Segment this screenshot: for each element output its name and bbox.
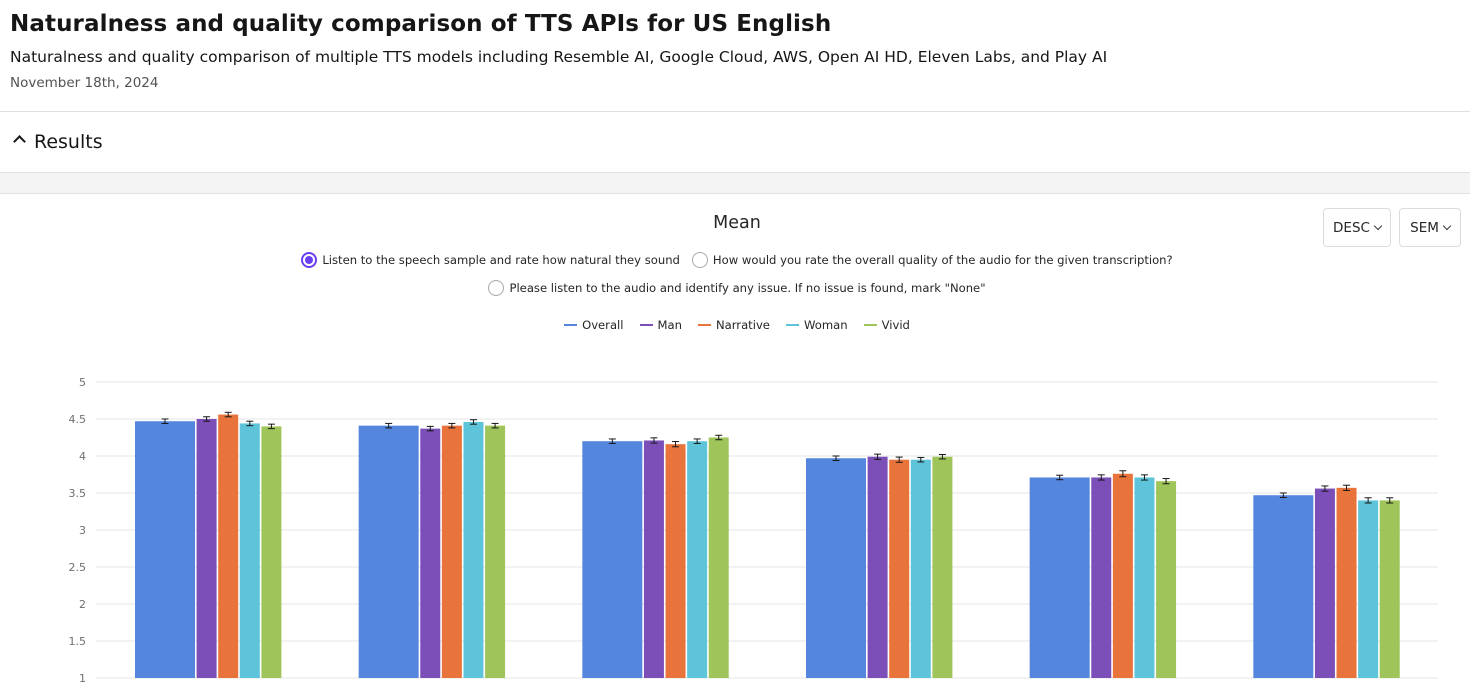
question-label: Please listen to the audio and identify … xyxy=(509,281,986,295)
bar-chart: 1 1.5 2 2.5 3 3.5 4 4.5 5 xyxy=(69,376,1438,685)
legend-swatch xyxy=(697,323,711,327)
legend-label: Vivid xyxy=(881,318,910,332)
sort-order-dropdown[interactable]: DESC xyxy=(1323,208,1391,247)
bar-narrative xyxy=(218,414,239,678)
legend-swatch xyxy=(863,323,877,327)
chart-title: Mean xyxy=(713,213,761,233)
page-title: Naturalness and quality comparison of TT… xyxy=(10,11,832,37)
chevron-down-icon xyxy=(1373,221,1383,231)
y-tick-label: 5 xyxy=(79,376,86,389)
bar-vivid xyxy=(1379,500,1400,678)
legend-label: Overall xyxy=(582,318,624,332)
bar-woman xyxy=(1134,477,1155,678)
legend-label: Woman xyxy=(803,318,848,332)
bar-woman xyxy=(1358,500,1379,678)
bar-woman xyxy=(687,441,708,678)
bar-man xyxy=(196,419,217,678)
bar-vivid xyxy=(485,425,506,678)
legend-item-vivid[interactable]: Vivid xyxy=(863,318,910,332)
bar-overall xyxy=(1029,477,1090,678)
legend-swatch xyxy=(639,323,653,327)
legend-item-woman[interactable]: Woman xyxy=(785,318,848,332)
y-tick-label: 4.5 xyxy=(69,413,87,426)
bar-overall xyxy=(1253,495,1314,678)
legend-item-man[interactable]: Man xyxy=(639,318,682,332)
error-type-value: SEM xyxy=(1410,219,1439,236)
bar-vivid xyxy=(261,426,282,678)
bar-overall xyxy=(582,441,643,678)
bar-vivid xyxy=(1156,481,1177,678)
legend-label: Man xyxy=(657,318,682,332)
section-divider xyxy=(0,173,1470,194)
bar-man xyxy=(1091,477,1112,678)
chevron-down-icon xyxy=(1442,221,1452,231)
question-radio-group: Listen to the speech sample and rate how… xyxy=(0,252,1470,268)
radio-button[interactable] xyxy=(691,252,708,268)
error-type-dropdown[interactable]: SEM xyxy=(1399,208,1461,247)
legend-label: Narrative xyxy=(715,318,770,332)
sort-order-value: DESC xyxy=(1333,219,1370,236)
radio-button-checked[interactable] xyxy=(301,252,318,268)
bar-vivid xyxy=(708,437,729,678)
results-section-toggle[interactable]: Results xyxy=(0,112,1470,173)
section-title: Results xyxy=(34,131,103,153)
bar-man xyxy=(420,428,441,678)
legend-swatch xyxy=(785,323,799,327)
y-tick-label: 2 xyxy=(79,598,86,611)
page-date: November 18th, 2024 xyxy=(10,75,159,91)
bar-man xyxy=(643,440,664,678)
bar-woman xyxy=(239,423,260,678)
y-tick-label: 3 xyxy=(79,524,86,537)
question-radio-group-row2: Please listen to the audio and identify … xyxy=(0,280,1470,296)
chevron-up-icon xyxy=(13,135,26,148)
bar-vivid xyxy=(932,456,953,678)
chart-legend: Overall Man Narrative Woman Vivid xyxy=(0,318,1470,332)
bar-narrative xyxy=(665,444,686,678)
bar-overall xyxy=(806,458,866,678)
y-tick-label: 3.5 xyxy=(69,487,87,500)
y-tick-label: 1 xyxy=(79,672,86,685)
question-label: Listen to the speech sample and rate how… xyxy=(322,253,680,267)
y-tick-label: 4 xyxy=(79,450,86,463)
bar-man xyxy=(1314,488,1335,678)
bar-narrative xyxy=(889,459,910,678)
question-label: How would you rate the overall quality o… xyxy=(712,253,1173,267)
question-option-issues[interactable]: Please listen to the audio and identify … xyxy=(488,280,986,296)
bar-narrative xyxy=(441,425,462,678)
page-header: Naturalness and quality comparison of TT… xyxy=(0,0,1470,112)
bar-overall xyxy=(135,421,195,678)
bar-man xyxy=(867,456,888,678)
legend-item-overall[interactable]: Overall xyxy=(564,318,624,332)
question-option-quality[interactable]: How would you rate the overall quality o… xyxy=(691,252,1173,268)
page-subtitle: Naturalness and quality comparison of mu… xyxy=(10,48,1108,66)
radio-button[interactable] xyxy=(488,280,505,296)
bar-woman xyxy=(910,459,931,678)
bar-narrative xyxy=(1112,473,1133,678)
legend-swatch xyxy=(564,323,578,327)
y-tick-label: 2.5 xyxy=(69,561,87,574)
bar-narrative xyxy=(1336,487,1357,678)
bar-woman xyxy=(463,421,484,678)
bar-overall xyxy=(358,425,419,678)
legend-item-narrative[interactable]: Narrative xyxy=(697,318,770,332)
y-tick-label: 1.5 xyxy=(69,635,87,648)
question-option-naturalness[interactable]: Listen to the speech sample and rate how… xyxy=(301,252,680,268)
